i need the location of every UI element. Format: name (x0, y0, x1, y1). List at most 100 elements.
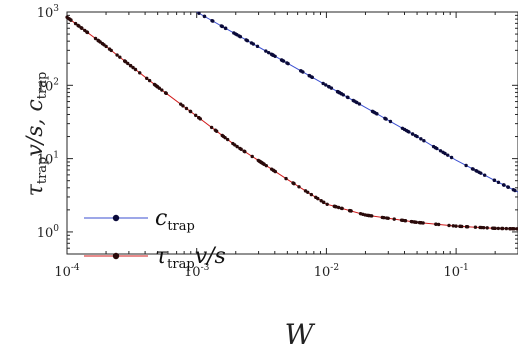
data-point (138, 71, 142, 75)
data-point (419, 221, 423, 225)
data-point (431, 144, 436, 149)
data-point (131, 65, 135, 70)
data-point (403, 219, 408, 223)
data-point (512, 227, 516, 231)
data-point (126, 61, 130, 66)
data-point (446, 153, 450, 157)
svg-text:τtrapv/s, ctrap: τtrapv/s, ctrap (23, 72, 50, 197)
data-point (349, 209, 353, 213)
x-tick-label: 10-3 (184, 263, 210, 280)
data-point (214, 129, 219, 133)
data-point (422, 138, 426, 143)
data-point (264, 49, 268, 53)
data-point (449, 155, 454, 160)
data-point (351, 98, 355, 103)
data-point (410, 220, 414, 224)
data-point (388, 119, 393, 124)
data-point (298, 69, 303, 73)
plot-area (66, 11, 518, 255)
data-point (332, 204, 336, 208)
data-point (501, 226, 505, 231)
data-point (80, 26, 84, 30)
y-tick-label: 100 (37, 224, 60, 241)
data-point (197, 11, 201, 15)
data-point (365, 213, 369, 217)
data-point (210, 18, 214, 23)
data-point (107, 47, 112, 51)
data-point (249, 41, 254, 45)
data-point (324, 83, 328, 87)
data-point (250, 154, 254, 159)
data-point (220, 24, 224, 29)
data-point (297, 185, 301, 189)
data-point (515, 227, 518, 231)
data-point (96, 38, 100, 43)
data-point (235, 144, 239, 149)
data-point (327, 85, 331, 89)
data-point (336, 205, 341, 210)
data-point (221, 134, 226, 139)
data-point (102, 43, 106, 47)
data-point (419, 137, 423, 141)
data-point (147, 78, 152, 83)
data-point (435, 146, 439, 151)
data-point (319, 199, 323, 203)
data-point (273, 169, 278, 174)
data-point (513, 188, 517, 193)
data-point (284, 176, 288, 181)
data-point (244, 38, 249, 42)
data-point (382, 215, 386, 220)
legend-label-1: τtrapv/s (155, 244, 226, 272)
data-point (436, 222, 441, 227)
data-point (482, 173, 487, 177)
data-point (369, 214, 373, 218)
data-point (145, 76, 149, 81)
data-point (314, 195, 318, 200)
data-point (303, 189, 308, 193)
data-point (357, 102, 362, 106)
data-point (184, 106, 189, 111)
data-point (115, 53, 119, 57)
data-point (506, 185, 510, 189)
data-point (223, 26, 228, 30)
data-point (160, 88, 164, 92)
data-point (361, 212, 365, 216)
legend: ctrap τtrapv/s (84, 206, 226, 272)
x-tick-label: 10-4 (54, 263, 80, 280)
data-point (479, 171, 483, 175)
data-point (339, 206, 344, 211)
legend-marker-1 (112, 252, 120, 260)
data-point (264, 163, 268, 168)
data-point (269, 167, 274, 171)
data-point (434, 222, 438, 226)
data-point (285, 61, 289, 65)
data-point (255, 44, 260, 49)
data-point (485, 226, 489, 230)
data-point (198, 117, 202, 121)
data-point (128, 63, 133, 68)
data-point (209, 125, 214, 130)
data-point (309, 192, 314, 197)
legend-label-0: ctrap (155, 206, 195, 234)
data-point (496, 226, 501, 231)
data-point (400, 126, 405, 130)
y-tick-label: 101 (37, 151, 59, 168)
data-point (154, 84, 159, 88)
data-point (504, 226, 509, 231)
data-point (188, 109, 193, 114)
data-point (336, 90, 341, 94)
data-point (225, 137, 230, 142)
legend-marker-0 (112, 214, 120, 222)
data-point (118, 55, 122, 59)
data-point (341, 93, 345, 97)
data-point (473, 225, 478, 229)
data-point (231, 141, 235, 146)
data-point (399, 218, 404, 222)
series-markers (65, 11, 518, 231)
data-point (85, 30, 89, 34)
x-axis-title: W (285, 318, 316, 351)
data-point (291, 181, 296, 186)
data-point (354, 100, 358, 104)
data-point (466, 225, 470, 229)
